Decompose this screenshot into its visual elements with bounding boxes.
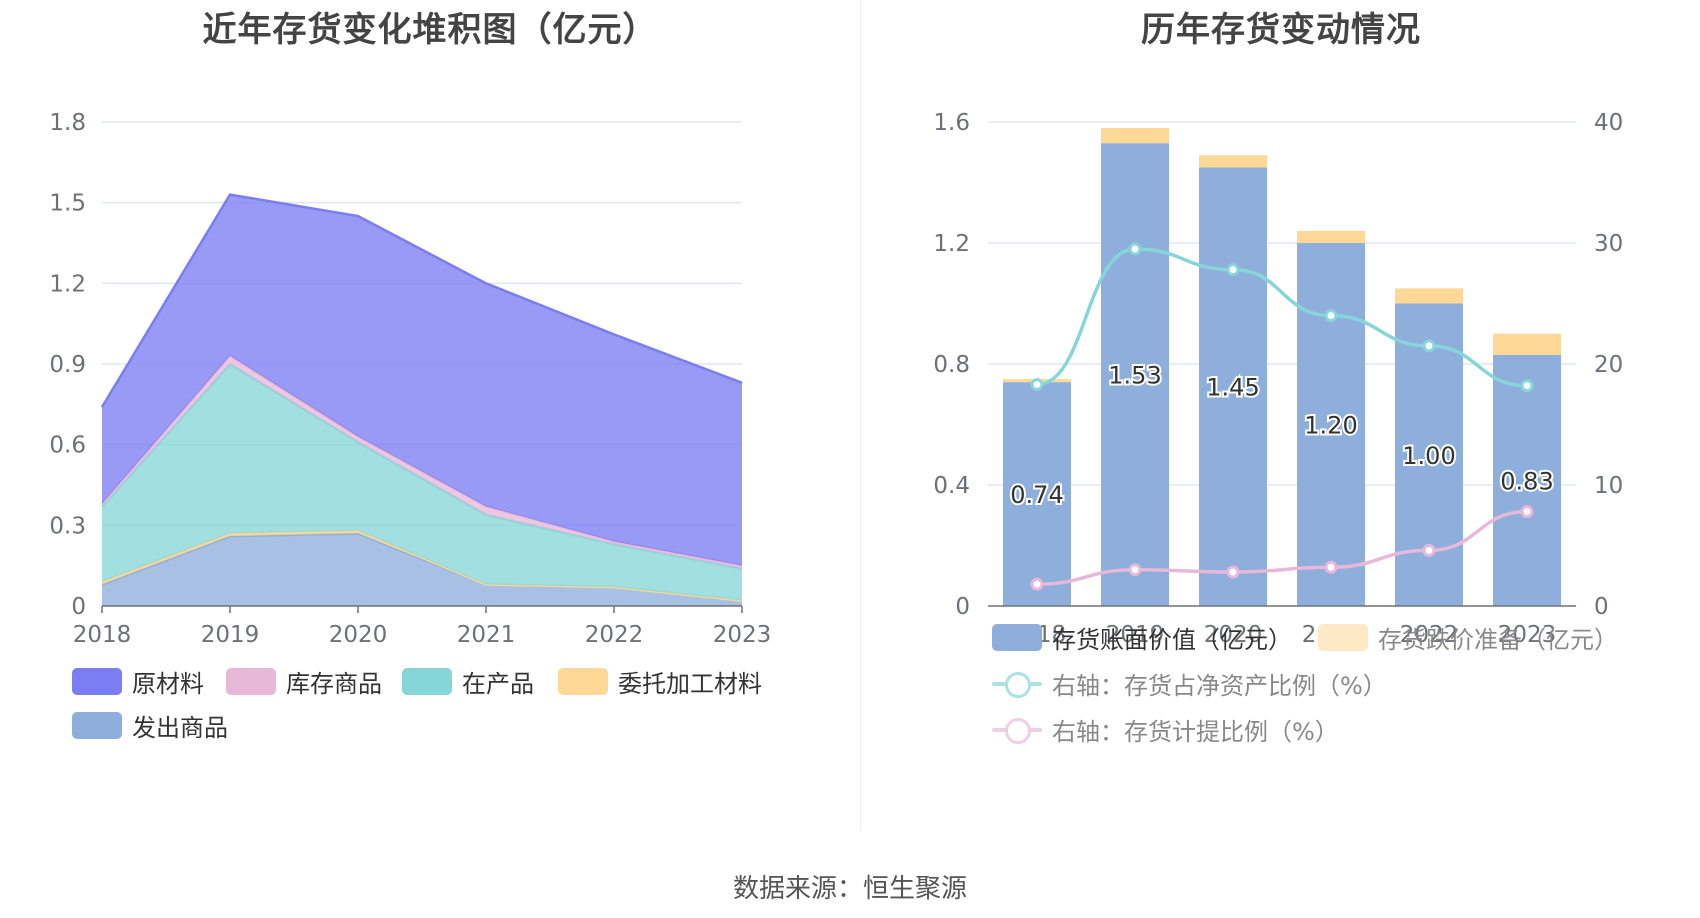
bar-data-label: 1.00 [1402,442,1455,470]
point-provision_ratio [1422,543,1436,557]
point-provision_ratio [1128,563,1142,577]
bar-outsourced [1101,128,1169,144]
right-y2-tick-label: 0 [1594,594,1609,620]
bar-shipped [1101,143,1169,607]
area-shipped [102,533,742,606]
right-x-tick-label: 2022 [1400,622,1459,648]
bar-data-label: 1.53 [1108,362,1161,390]
right-y2-tick-label: 40 [1594,110,1623,136]
legend-item-outsourced[interactable]: 委托加工材料 [558,664,762,699]
inventory-bar-chart-panel: 历年存货变动情况 0 0.4 0.8 1.2 1.6 0 10 20 30 40 0.74 1.53 1… [862,0,1700,830]
legend-swatch-book-value [992,624,1042,651]
right-x-tick-label: 2019 [1106,622,1165,648]
bar-data-label: 0.83 [1500,467,1553,495]
bar-data-label: 1.20 [1304,412,1357,440]
legend-item-wip[interactable]: 在产品 [402,664,534,699]
left-y-tick-label: 1.2 [49,271,86,297]
legend-item-provision[interactable]: 存货跌价准备（亿元） [1318,620,1618,655]
bar-shipped [1493,354,1561,606]
legend-item-finished-goods[interactable]: 库存商品 [226,664,382,699]
legend-item-net-ratio[interactable]: 右轴：存货占净资产比例（%） [992,666,1387,701]
point-net_ratio [1128,242,1142,256]
left-x-tick-label: 2023 [713,622,772,648]
left-y-tick-label: 0.9 [49,352,86,378]
area-raw_materials [102,194,742,566]
bar-data-label: 0.74 [1010,481,1063,509]
point-net_ratio [1226,263,1240,277]
right-y-tick-label: 1.2 [933,231,970,257]
legend-label-provision: 存货跌价准备（亿元） [1378,626,1618,654]
point-net_ratio [1030,378,1044,392]
left-x-tick-label: 2019 [201,622,260,648]
point-net_ratio [1422,339,1436,353]
legend-item-provision-ratio[interactable]: 右轴：存货计提比例（%） [992,712,1339,747]
legend-label-net-ratio: 右轴：存货占净资产比例（%） [1052,672,1387,700]
line-net_ratio [1036,247,1528,388]
line-provision_ratio [1036,509,1528,586]
left-chart-title: 近年存货变化堆积图（亿元） [202,10,658,50]
legend-swatch-wip [402,668,452,695]
legend-swatch-finished-goods [226,668,276,695]
right-chart-title: 历年存货变动情况 [1141,10,1421,50]
point-net_ratio [1324,309,1338,323]
legend-swatch-raw-materials [72,668,122,695]
left-y-tick-label: 0.6 [49,433,86,459]
point-net_ratio [1520,379,1534,393]
legend-label-raw-materials: 原材料 [132,670,204,698]
right-y2-tick-label: 30 [1594,231,1623,257]
legend-swatch-provision [1318,624,1368,651]
right-y2-tick-label: 20 [1594,352,1623,378]
stacked-area-chart: 0 0.3 0.6 0.9 1.2 1.5 1.8 2018 2019 2020 2021 2022 2… [49,110,771,648]
right-y2-tick-label: 10 [1594,473,1623,499]
data-source-label: 数据来源：恒生聚源 [732,874,967,904]
legend-item-shipped[interactable]: 发出商品 [72,708,228,743]
bar-data-label: 1.45 [1206,374,1259,402]
legend-line-net-ratio [992,670,1042,698]
legend-label-shipped: 发出商品 [132,714,228,742]
bar-shipped [1003,382,1071,606]
bar-shipped [1199,167,1267,606]
panel-divider [860,0,861,830]
point-provision_ratio [1324,560,1338,574]
right-y-tick-label: 0.4 [933,473,970,499]
bar-outsourced [1395,288,1463,304]
left-x-tick-label: 2018 [73,622,132,648]
right-y-tick-label: 0 [955,594,970,620]
left-y-tick-label: 1.5 [49,191,86,217]
left-x-tick-label: 2022 [585,622,644,648]
right-y-tick-label: 1.6 [933,110,970,136]
left-y-tick-label: 1.8 [49,110,86,136]
legend-label-book-value: 存货账面价值（亿元） [1052,626,1292,654]
right-x-tick-label: 2020 [1204,622,1263,648]
legend-label-wip: 在产品 [462,670,534,698]
left-x-tick-label: 2021 [457,622,516,648]
legend-label-outsourced: 委托加工材料 [618,670,762,698]
point-provision_ratio [1030,577,1044,591]
left-y-tick-label: 0.3 [49,513,86,539]
legend-label-provision-ratio: 右轴：存货计提比例（%） [1052,718,1339,746]
right-y-tick-label: 0.8 [933,352,970,378]
bar-outsourced [1199,155,1267,168]
legend-label-finished-goods: 库存商品 [286,670,382,698]
legend-item-raw-materials[interactable]: 原材料 [72,664,204,699]
left-x-tick-label: 2020 [329,622,388,648]
bar-outsourced [1297,230,1365,243]
bar-outsourced [1493,333,1561,355]
legend-swatch-outsourced [558,668,608,695]
area-edge-raw_materials [100,193,743,408]
legend-line-provision-ratio [992,716,1042,744]
legend-item-book-value[interactable]: 存货账面价值（亿元） [992,620,1292,655]
right-x-tick-label: 2023 [1498,622,1557,648]
bar-shipped [1297,243,1365,606]
point-provision_ratio [1226,565,1240,579]
left-y-tick-label: 0 [71,594,86,620]
point-provision_ratio [1520,505,1534,519]
legend-swatch-shipped [72,712,122,739]
stacked-area-chart-panel: 近年存货变化堆积图（亿元） 0 0.3 0.6 0.9 1.2 1.5 1.8 2018 201… [0,0,860,830]
inventory-bar-chart: 0 0.4 0.8 1.2 1.6 0 10 20 30 40 0.74 1.53 1.45 1.20 1.… [933,110,1623,648]
area-wip [102,364,742,601]
